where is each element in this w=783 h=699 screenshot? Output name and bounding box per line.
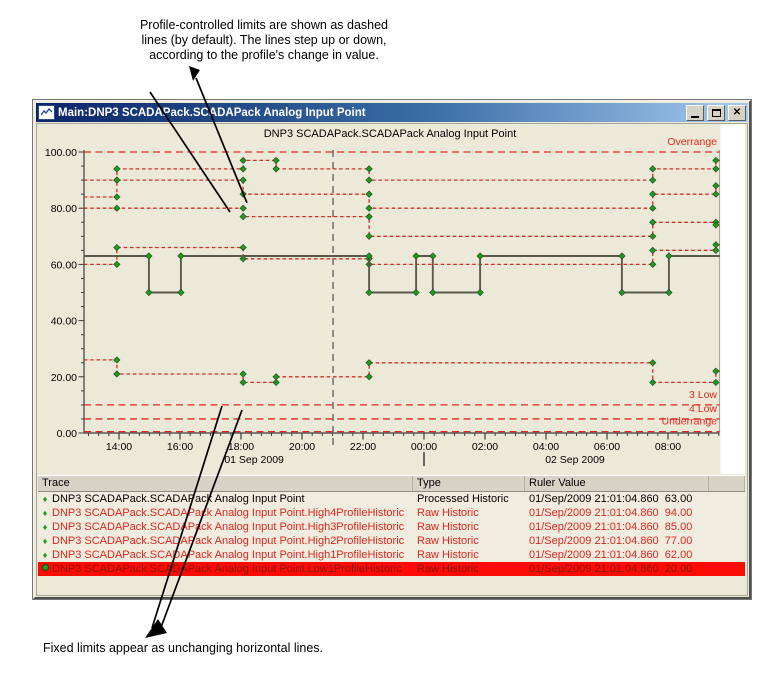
top-annotation-line: Profile-controlled limits are shown as d… (139, 18, 389, 32)
svg-text:08:00: 08:00 (655, 441, 681, 453)
maximize-icon (711, 108, 721, 117)
close-icon: ✕ (732, 106, 742, 118)
svg-text:DNP3 SCADAPack.SCADAPack Analo: DNP3 SCADAPack.SCADAPack Analog Input Po… (264, 128, 517, 140)
callout-arrowhead-bottom (145, 619, 167, 638)
svg-text:80.00: 80.00 (51, 203, 77, 215)
profile-limit-trace (83, 176, 720, 212)
table-row[interactable]: ♦ DNP3 SCADAPack.SCADAPack Analog Input P… (38, 520, 745, 534)
diamond-icon: ♦ (42, 494, 48, 504)
svg-text:06:00: 06:00 (594, 441, 620, 453)
minimize-icon (691, 115, 699, 118)
table-header: Trace Type Ruler Value (38, 475, 745, 492)
svg-text:60.00: 60.00 (51, 259, 77, 271)
trace-color-icon: ♦ (38, 534, 52, 548)
selected-dot-icon (41, 564, 49, 571)
ruler-value-cell: 01/Sep/2009 21:01:04.860 63.00 (529, 493, 693, 505)
svg-text:0.00: 0.00 (57, 428, 78, 440)
column-header-ruler-value[interactable]: Ruler Value (525, 476, 709, 491)
callout-arrowhead-top (189, 66, 200, 81)
svg-text:40.00: 40.00 (51, 316, 77, 328)
profile-limit-trace (83, 204, 720, 240)
trace-cell: DNP3 SCADAPack.SCADAPack Analog Input Po… (52, 521, 405, 533)
column-header-trace[interactable]: Trace (38, 476, 413, 491)
trace-cell: DNP3 SCADAPack.SCADAPack Analog Input Po… (52, 563, 402, 575)
ruler-value-cell: 01/Sep/2009 21:01:04.860 20.00 (529, 563, 693, 575)
type-cell: Raw Historic (417, 563, 479, 575)
column-header-type[interactable]: Type (413, 476, 525, 491)
limit-label: 3 Low (689, 389, 717, 401)
svg-text:14:00: 14:00 (106, 441, 132, 453)
trace-cell: DNP3 SCADAPack.SCADAPack Analog Input Po… (52, 535, 405, 547)
trace-cell: DNP3 SCADAPack.SCADAPack Analog Input Po… (52, 507, 405, 519)
close-button[interactable]: ✕ (728, 104, 746, 121)
svg-text:00:00: 00:00 (411, 441, 437, 453)
maximize-button[interactable] (707, 104, 725, 121)
date-label: 01 Sep 2009 (224, 454, 284, 466)
trace-color-icon: ♦ (38, 492, 52, 506)
profile-limit-trace (83, 156, 720, 184)
ruler-value-cell: 01/Sep/2009 21:01:04.860 77.00 (529, 535, 693, 547)
svg-text:18:00: 18:00 (228, 441, 254, 453)
measured-trace (83, 252, 720, 297)
window-title: Main:DNP3 SCADAPack.SCADAPack Analog Inp… (58, 106, 366, 119)
svg-text:22:00: 22:00 (350, 441, 376, 453)
column-header-blank[interactable] (709, 476, 745, 491)
type-cell: Raw Historic (417, 507, 479, 519)
type-cell: Raw Historic (417, 535, 479, 547)
trend-chart-plot[interactable]: DNP3 SCADAPack.SCADAPack Analog Input Po… (37, 124, 745, 474)
title-bar[interactable]: Main:DNP3 SCADAPack.SCADAPack Analog Inp… (36, 103, 748, 122)
svg-text:04:00: 04:00 (533, 441, 559, 453)
trace-cell: DNP3 SCADAPack.SCADAPack Analog Input Po… (52, 493, 305, 505)
window-trend-icon (38, 105, 55, 120)
chart-right-gutter (720, 124, 745, 474)
ruler-value-cell: 01/Sep/2009 21:01:04.860 62.00 (529, 549, 693, 561)
trace-color-icon (38, 562, 52, 576)
svg-text:16:00: 16:00 (167, 441, 193, 453)
trace-color-icon: ♦ (38, 548, 52, 562)
window-client-area: DNP3 SCADAPack.SCADAPack Analog Input Po… (36, 123, 748, 596)
table-row[interactable]: ♦ DNP3 SCADAPack.SCADAPack Analog Input P… (38, 534, 745, 548)
diamond-icon: ♦ (42, 536, 48, 546)
type-cell: Raw Historic (417, 521, 479, 533)
table-row[interactable]: ♦ DNP3 SCADAPack.SCADAPack Analog Input P… (38, 506, 745, 520)
top-annotation: Profile-controlled limits are shown as d… (96, 18, 432, 63)
ruler-value-cell: 01/Sep/2009 21:01:04.860 94.00 (529, 507, 693, 519)
limit-label: 4 Low (689, 403, 717, 415)
minimize-button[interactable] (686, 104, 704, 121)
type-cell: Processed Historic (417, 493, 509, 505)
svg-text:20:00: 20:00 (289, 441, 315, 453)
trace-table: Trace Type Ruler Value ♦ DNP3 SCADAPack.SCAD… (38, 475, 745, 576)
table-row[interactable]: DNP3 SCADAPack.SCADAPack Analog Input Po… (38, 562, 745, 576)
top-annotation-line: lines (by default). The lines step up or… (141, 33, 387, 47)
ruler-value-cell: 01/Sep/2009 21:01:04.860 85.00 (529, 521, 693, 533)
table-row[interactable]: ♦ DNP3 SCADAPack.SCADAPack Analog Input P… (38, 492, 745, 506)
top-annotation-line: according to the profile's change in val… (149, 48, 379, 62)
svg-text:100.00: 100.00 (45, 147, 77, 159)
bottom-annotation: Fixed limits appear as unchanging horizo… (43, 641, 324, 655)
type-cell: Raw Historic (417, 549, 479, 561)
svg-text:02:00: 02:00 (472, 441, 498, 453)
chart-title: DNP3 SCADAPack.SCADAPack Analog Input Po… (264, 128, 517, 140)
trend-window: Main:DNP3 SCADAPack.SCADAPack Analog Inp… (32, 99, 752, 600)
date-label: 02 Sep 2009 (545, 454, 605, 466)
limit-label: Overrange (667, 136, 717, 148)
trace-color-icon: ♦ (38, 520, 52, 534)
x-axis: 14:00 16:00 18:00 20:00 22:00 00:00 02:00 04:00… (88, 433, 720, 466)
svg-text:20.00: 20.00 (51, 372, 77, 384)
diamond-icon: ♦ (42, 508, 48, 518)
limit-label: Underrange (662, 416, 718, 428)
diamond-icon: ♦ (42, 522, 48, 532)
y-axis: 0.00 20.00 40.00 60.00 80.00 100.00 (45, 147, 84, 440)
profile-limit-trace (83, 356, 720, 387)
table-row[interactable]: ♦ DNP3 SCADAPack.SCADAPack Analog Input P… (38, 548, 745, 562)
diamond-icon: ♦ (42, 550, 48, 560)
trace-cell: DNP3 SCADAPack.SCADAPack Analog Input Po… (52, 549, 405, 561)
trace-color-icon: ♦ (38, 506, 52, 520)
